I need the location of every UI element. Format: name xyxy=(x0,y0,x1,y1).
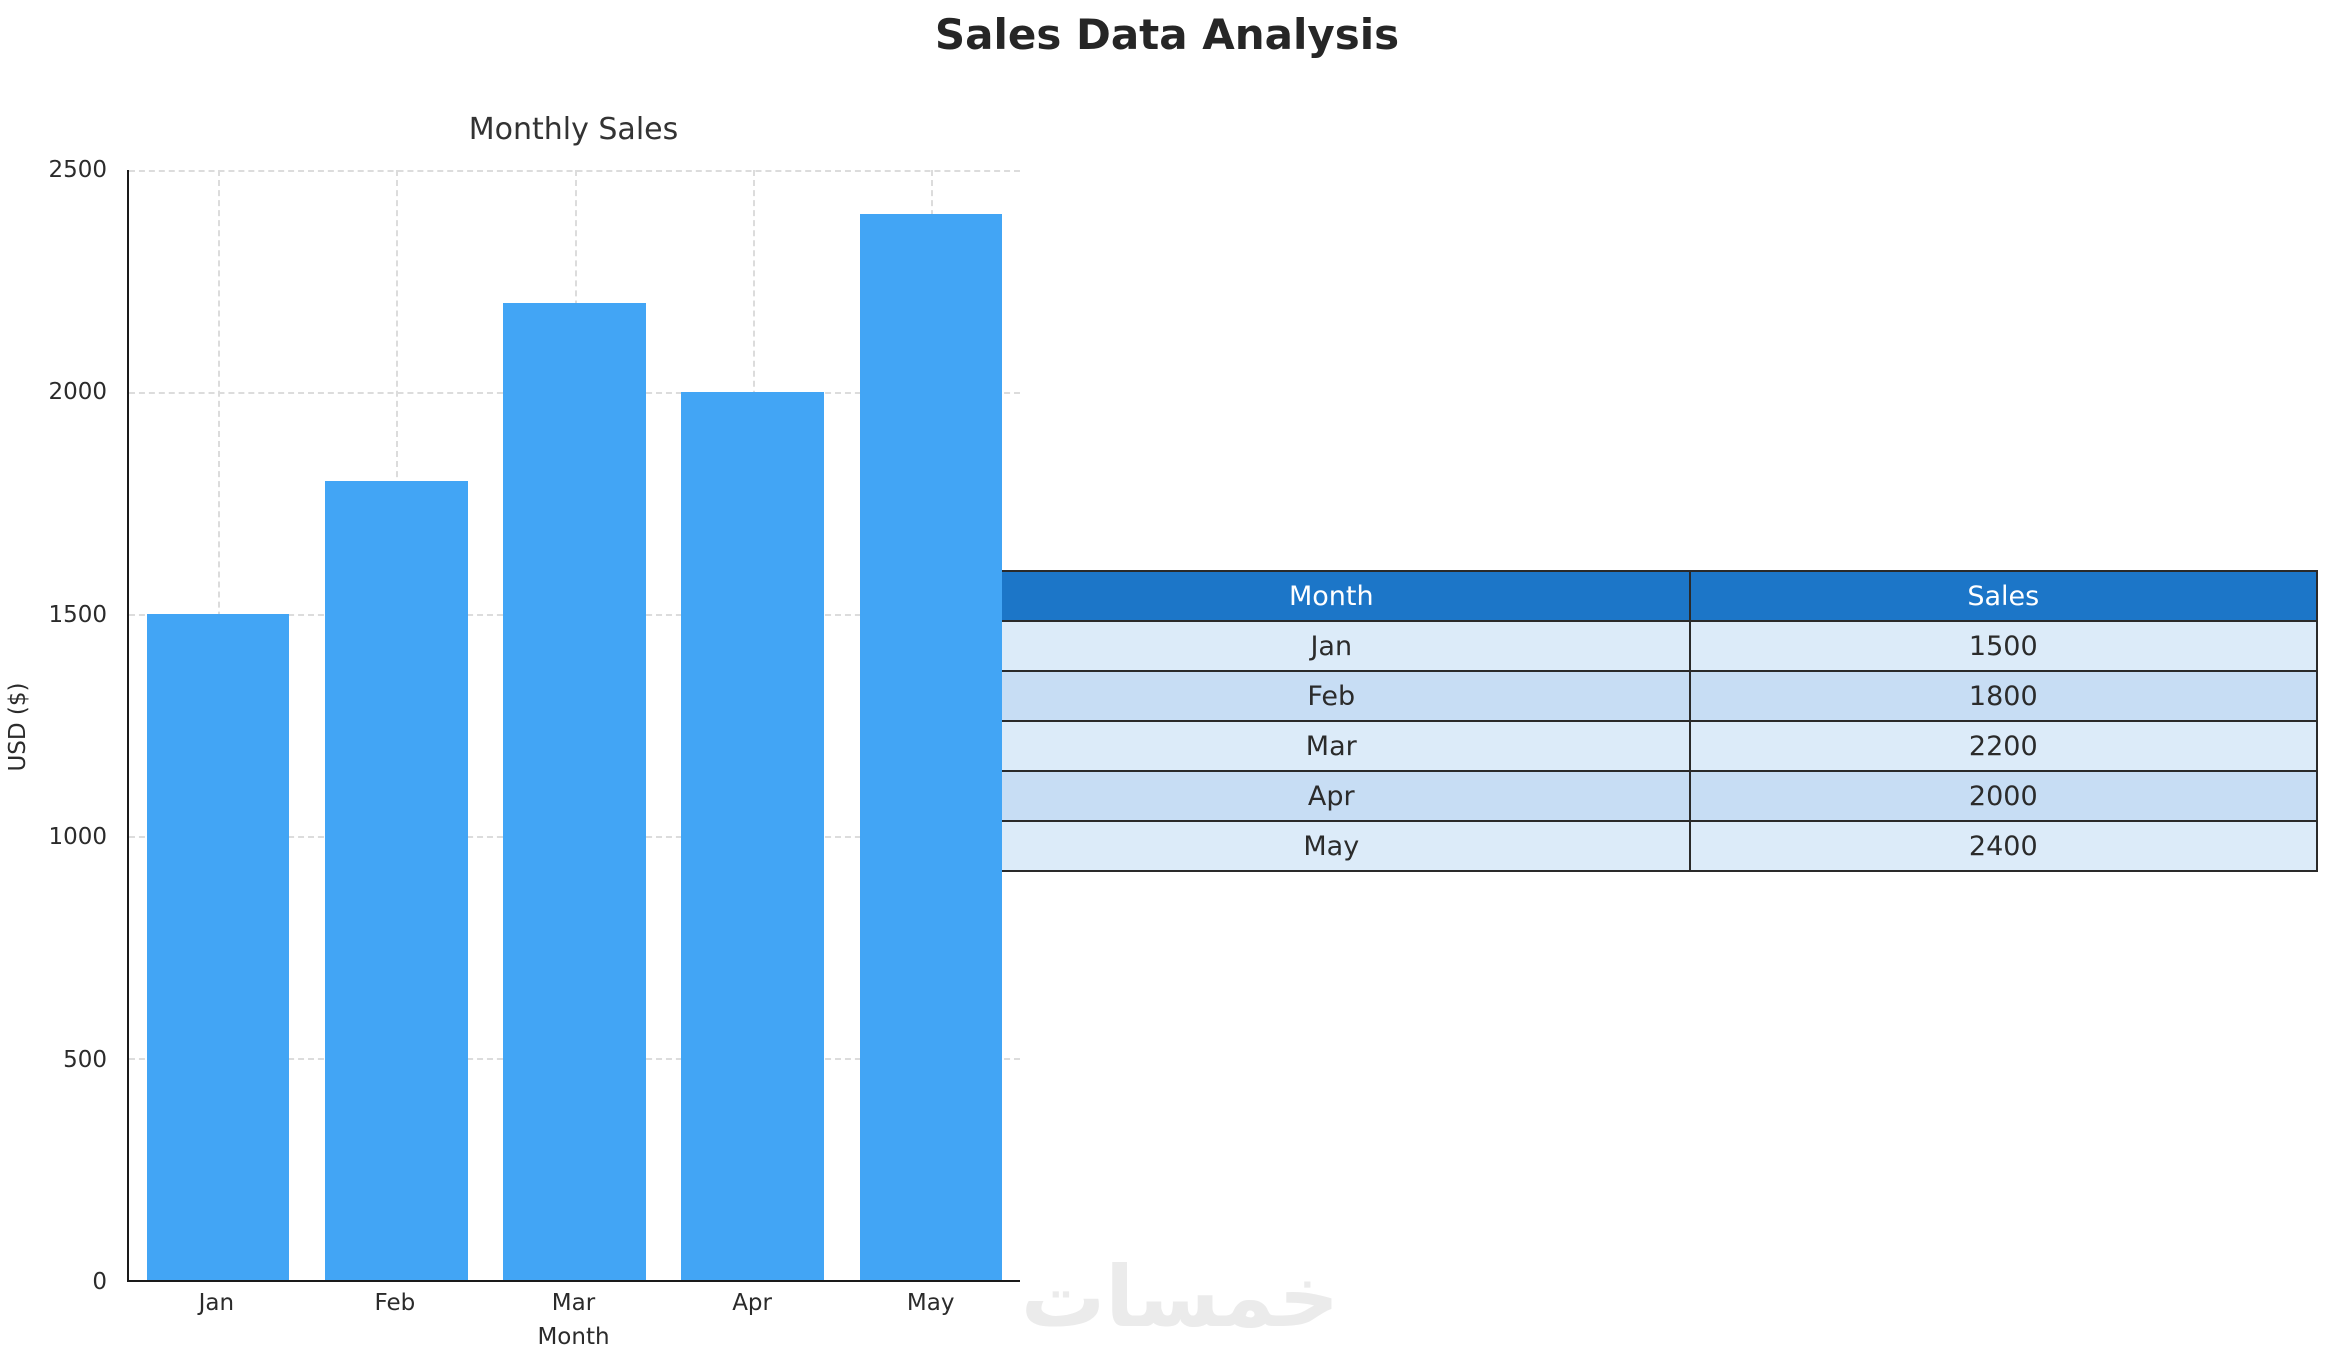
table-cell: Jan xyxy=(972,620,1691,672)
y-axis-ticks: 0 500 1000 1500 2000 2500 xyxy=(45,157,117,1295)
table-cell: May xyxy=(972,820,1691,872)
y-tick-label: 500 xyxy=(63,1046,107,1073)
y-tick-label: 2500 xyxy=(48,157,107,183)
bar-mar xyxy=(503,303,646,1280)
table-cell: 1500 xyxy=(1688,620,2319,672)
y-axis-label: USD ($) xyxy=(5,682,31,772)
table-cell: Mar xyxy=(972,720,1691,772)
table-row: Feb 1800 xyxy=(972,670,2319,722)
table-cell: 2400 xyxy=(1688,820,2319,872)
bar-apr xyxy=(681,392,824,1280)
x-axis-label: Month xyxy=(537,1324,610,1350)
table-row: May 2400 xyxy=(972,820,2319,872)
x-axis-ticks: Jan Feb Mar Apr May xyxy=(127,1290,1020,1324)
y-tick-label: 2000 xyxy=(48,379,107,406)
bar-jan xyxy=(146,614,290,1280)
table-row: Apr 2000 xyxy=(972,770,2319,822)
x-tick-label: Jan xyxy=(198,1290,235,1316)
x-tick-label: Apr xyxy=(732,1290,772,1316)
table-row: Mar 2200 xyxy=(972,720,2319,772)
table-cell: 2000 xyxy=(1688,770,2319,822)
table-body: Jan 1500 Feb 1800 Mar 2200 Apr 2000 May 2400 xyxy=(972,620,2319,872)
table-cell: 2200 xyxy=(1688,720,2319,772)
table-header-cell: Sales xyxy=(1688,570,2319,622)
watermark: خمسات xyxy=(1020,1248,1340,1346)
table-row: Jan 1500 xyxy=(972,620,2319,672)
table-cell: 1800 xyxy=(1688,670,2319,722)
table-cell: Apr xyxy=(972,770,1691,822)
y-tick-label: 1500 xyxy=(48,601,107,628)
bar-feb xyxy=(325,480,468,1280)
table-cell: Feb xyxy=(972,670,1691,722)
sales-table: Month Sales Jan 1500 Feb 1800 Mar 2200 Apr 2000 M… xyxy=(972,570,2319,872)
bar-may xyxy=(859,214,1003,1280)
x-tick-label: Feb xyxy=(374,1290,416,1316)
plot-area xyxy=(127,170,1020,1282)
y-tick-label: 1000 xyxy=(48,824,107,851)
chart-title: Monthly Sales xyxy=(468,112,679,147)
y-tick-label: 0 xyxy=(92,1269,107,1295)
table-header-row: Month Sales xyxy=(972,570,2319,622)
table-header-cell: Month xyxy=(972,570,1691,622)
page-title: Sales Data Analysis xyxy=(934,10,1400,59)
x-tick-label: May xyxy=(906,1290,955,1316)
x-tick-label: Mar xyxy=(551,1290,596,1316)
